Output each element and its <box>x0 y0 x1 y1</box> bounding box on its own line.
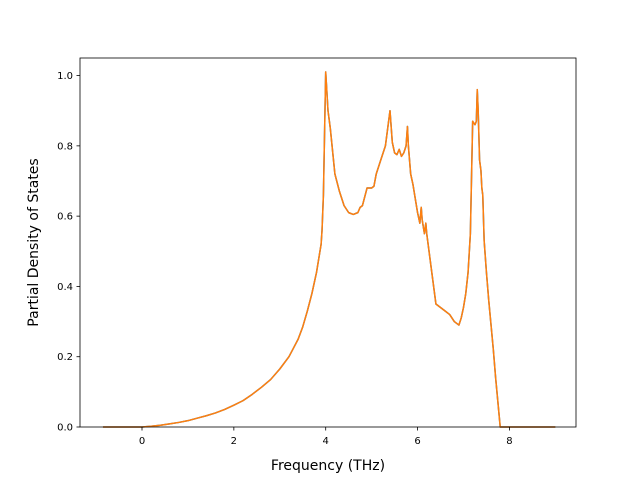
x-tick-label: 4 <box>323 436 329 447</box>
x-tick-label: 6 <box>414 436 420 447</box>
y-tick-label: 0.6 <box>57 212 73 223</box>
x-axis-label: Frequency (THz) <box>271 458 385 474</box>
ticks-layer: 0 2 4 6 8 0.0 0.2 0.4 0.6 0.8 1.0 <box>57 71 513 447</box>
x-tick-label: 0 <box>139 436 145 447</box>
x-tick-label: 2 <box>231 436 237 447</box>
pdos-series-line-2 <box>102 71 556 428</box>
y-axis-label: Partial Density of States <box>26 158 42 326</box>
y-tick-label: 0.2 <box>57 352 73 363</box>
y-tick-label: 0.4 <box>57 282 73 293</box>
series-layer <box>102 71 556 428</box>
y-tick-label: 0.0 <box>57 423 73 434</box>
plot-area-frame <box>79 57 577 428</box>
y-tick-label: 0.8 <box>57 141 73 152</box>
y-tick-label: 1.0 <box>57 71 73 82</box>
x-tick-label: 8 <box>506 436 512 447</box>
